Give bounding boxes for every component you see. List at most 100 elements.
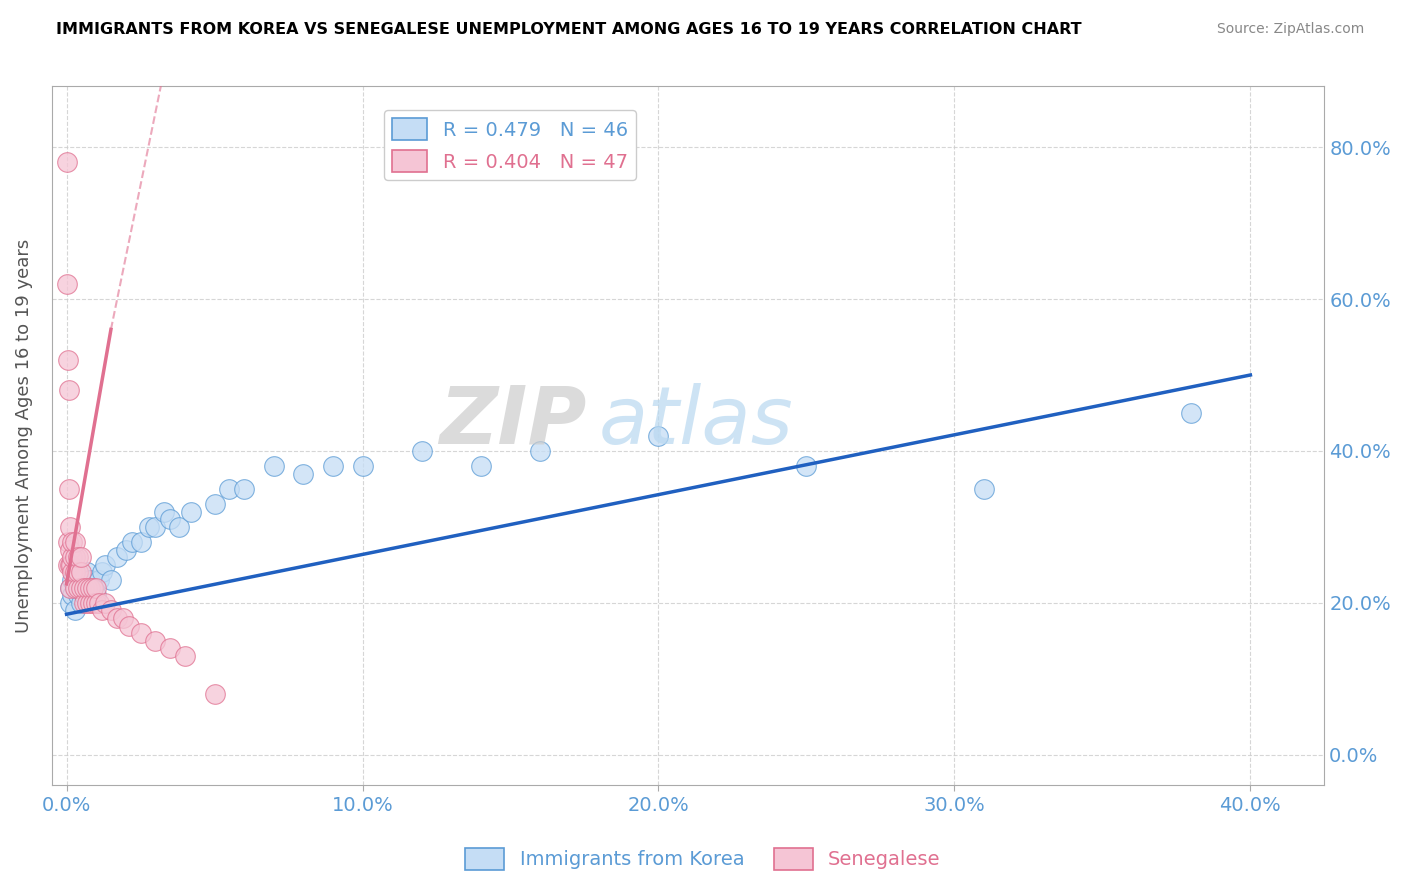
Point	[67, 573, 90, 587]
Point	[204, 687, 226, 701]
Point	[143, 633, 166, 648]
Point	[352, 459, 374, 474]
Point	[73, 596, 96, 610]
Point	[129, 535, 152, 549]
Point	[87, 596, 110, 610]
Point	[100, 603, 122, 617]
Point	[65, 566, 87, 580]
Point	[58, 558, 80, 572]
Point	[204, 497, 226, 511]
Point	[56, 535, 79, 549]
Point	[70, 550, 93, 565]
Point	[143, 520, 166, 534]
Point	[62, 550, 84, 565]
Point	[73, 588, 96, 602]
Point	[58, 581, 80, 595]
Point	[111, 611, 134, 625]
Point	[79, 573, 101, 587]
Point	[84, 581, 107, 595]
Point	[91, 566, 114, 580]
Point	[105, 550, 128, 565]
Point	[82, 596, 104, 610]
Point	[58, 520, 80, 534]
Point	[58, 558, 80, 572]
Point	[973, 482, 995, 496]
Point	[159, 512, 181, 526]
Point	[796, 459, 818, 474]
Point	[76, 566, 98, 580]
Point	[65, 535, 87, 549]
Point	[470, 459, 492, 474]
Point	[91, 603, 114, 617]
Point	[218, 482, 240, 496]
Point	[67, 581, 90, 595]
Point	[65, 581, 87, 595]
Point	[1180, 406, 1202, 420]
Point	[79, 581, 101, 595]
Point	[647, 429, 669, 443]
Point	[70, 596, 93, 610]
Point	[70, 581, 93, 595]
Point	[62, 588, 84, 602]
Point	[65, 550, 87, 565]
Point	[65, 566, 87, 580]
Legend: R = 0.479   N = 46, R = 0.404   N = 47: R = 0.479 N = 46, R = 0.404 N = 47	[384, 110, 636, 180]
Point	[94, 558, 117, 572]
Point	[73, 581, 96, 595]
Point	[292, 467, 315, 481]
Text: IMMIGRANTS FROM KOREA VS SENEGALESE UNEMPLOYMENT AMONG AGES 16 TO 19 YEARS CORRE: IMMIGRANTS FROM KOREA VS SENEGALESE UNEM…	[56, 22, 1081, 37]
Point	[411, 444, 433, 458]
Point	[62, 566, 84, 580]
Point	[82, 581, 104, 595]
Point	[174, 648, 197, 663]
Legend: Immigrants from Korea, Senegalese: Immigrants from Korea, Senegalese	[457, 839, 949, 878]
Point	[67, 566, 90, 580]
Point	[70, 566, 93, 580]
Point	[70, 581, 93, 595]
Point	[56, 277, 79, 291]
Point	[67, 588, 90, 602]
Point	[76, 596, 98, 610]
Point	[62, 535, 84, 549]
Text: ZIP: ZIP	[439, 383, 586, 461]
Point	[114, 542, 136, 557]
Point	[58, 581, 80, 595]
Point	[263, 459, 285, 474]
Point	[129, 626, 152, 640]
Point	[76, 581, 98, 595]
Point	[73, 573, 96, 587]
Point	[58, 596, 80, 610]
Point	[58, 542, 80, 557]
Point	[65, 603, 87, 617]
Point	[100, 573, 122, 587]
Point	[167, 520, 190, 534]
Point	[59, 558, 82, 572]
Point	[56, 155, 79, 169]
Point	[62, 573, 84, 587]
Point	[529, 444, 551, 458]
Point	[79, 596, 101, 610]
Point	[82, 581, 104, 595]
Point	[121, 535, 143, 549]
Point	[58, 383, 80, 397]
Point	[87, 573, 110, 587]
Text: Source: ZipAtlas.com: Source: ZipAtlas.com	[1216, 22, 1364, 37]
Point	[159, 641, 181, 656]
Point	[84, 596, 107, 610]
Point	[118, 618, 141, 632]
Y-axis label: Unemployment Among Ages 16 to 19 years: Unemployment Among Ages 16 to 19 years	[15, 239, 32, 633]
Point	[58, 482, 80, 496]
Point	[180, 505, 202, 519]
Point	[233, 482, 256, 496]
Point	[105, 611, 128, 625]
Point	[94, 596, 117, 610]
Point	[76, 581, 98, 595]
Point	[56, 352, 79, 367]
Point	[138, 520, 160, 534]
Point	[65, 581, 87, 595]
Point	[84, 588, 107, 602]
Text: atlas: atlas	[599, 383, 794, 461]
Point	[322, 459, 344, 474]
Point	[67, 550, 90, 565]
Point	[153, 505, 176, 519]
